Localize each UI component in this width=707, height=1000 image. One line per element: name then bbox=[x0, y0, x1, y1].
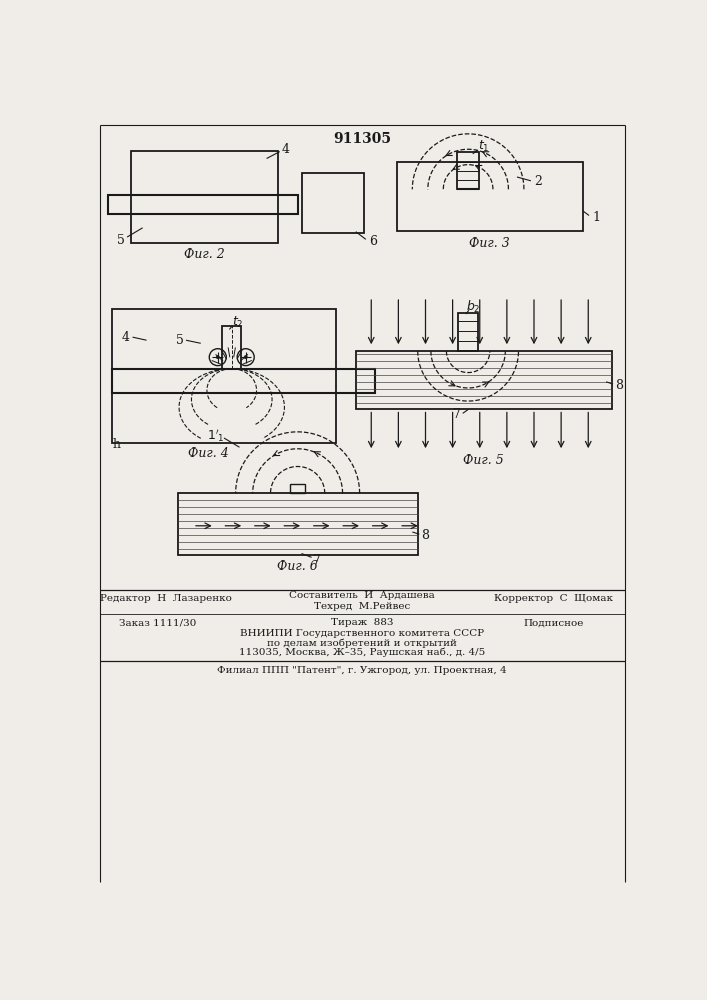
Text: по делам изобретений и открытий: по делам изобретений и открытий bbox=[267, 638, 457, 648]
Text: Составитель  И  Ардашева: Составитель И Ардашева bbox=[289, 591, 435, 600]
Text: Корректор  С  Щомак: Корректор С Щомак bbox=[494, 594, 613, 603]
Text: 5: 5 bbox=[117, 234, 125, 247]
Text: 8: 8 bbox=[421, 529, 429, 542]
Text: h: h bbox=[113, 438, 121, 451]
Bar bbox=[131, 151, 279, 243]
Text: 4: 4 bbox=[122, 331, 129, 344]
Text: Подписное: Подписное bbox=[523, 618, 583, 627]
Text: 8: 8 bbox=[615, 379, 624, 392]
Text: $t_1$: $t_1$ bbox=[478, 139, 489, 154]
Bar bbox=[223, 326, 241, 369]
Text: Редактор  Н  Лазаренко: Редактор Н Лазаренко bbox=[100, 594, 232, 603]
Bar bbox=[457, 152, 479, 189]
Bar bbox=[177, 493, 418, 555]
Text: 911305: 911305 bbox=[333, 132, 391, 146]
Text: Фиг. 4: Фиг. 4 bbox=[188, 447, 229, 460]
Text: 5: 5 bbox=[176, 334, 184, 347]
Text: Фиг. 2: Фиг. 2 bbox=[185, 248, 225, 261]
Text: Филиал ППП "Патент", г. Ужгород, ул. Проектная, 4: Филиал ППП "Патент", г. Ужгород, ул. Про… bbox=[217, 666, 507, 675]
Circle shape bbox=[244, 356, 247, 359]
Text: 1: 1 bbox=[592, 211, 600, 224]
Text: Фиг. 6: Фиг. 6 bbox=[277, 560, 318, 573]
Text: Тираж  883: Тираж 883 bbox=[331, 618, 393, 627]
Text: $1'_1$: $1'_1$ bbox=[207, 427, 225, 444]
Text: 7: 7 bbox=[313, 554, 321, 567]
Text: Техред  М.Рейвес: Техред М.Рейвес bbox=[314, 602, 410, 611]
Bar bbox=[107, 195, 298, 214]
Bar bbox=[301, 173, 363, 233]
Bar bbox=[290, 484, 305, 493]
Bar bbox=[112, 309, 337, 443]
Text: Заказ 1111/30: Заказ 1111/30 bbox=[119, 618, 197, 627]
Bar bbox=[397, 162, 583, 231]
Circle shape bbox=[216, 356, 219, 359]
Text: 4: 4 bbox=[282, 143, 290, 156]
Bar bbox=[356, 351, 612, 409]
Bar bbox=[458, 312, 478, 351]
Text: $b_2$: $b_2$ bbox=[467, 299, 481, 315]
Text: 113035, Москва, Ж–35, Раушская наб., д. 4/5: 113035, Москва, Ж–35, Раушская наб., д. … bbox=[239, 647, 485, 657]
Text: Фиг. 5: Фиг. 5 bbox=[463, 454, 504, 467]
Text: 6: 6 bbox=[370, 235, 378, 248]
Text: Фиг. 3: Фиг. 3 bbox=[469, 237, 510, 250]
Text: ВНИИПИ Государственного комитета СССР: ВНИИПИ Государственного комитета СССР bbox=[240, 629, 484, 638]
Text: 7: 7 bbox=[453, 408, 461, 421]
Bar bbox=[112, 369, 375, 393]
Text: 2: 2 bbox=[534, 175, 542, 188]
Text: $t_2$: $t_2$ bbox=[232, 315, 244, 330]
